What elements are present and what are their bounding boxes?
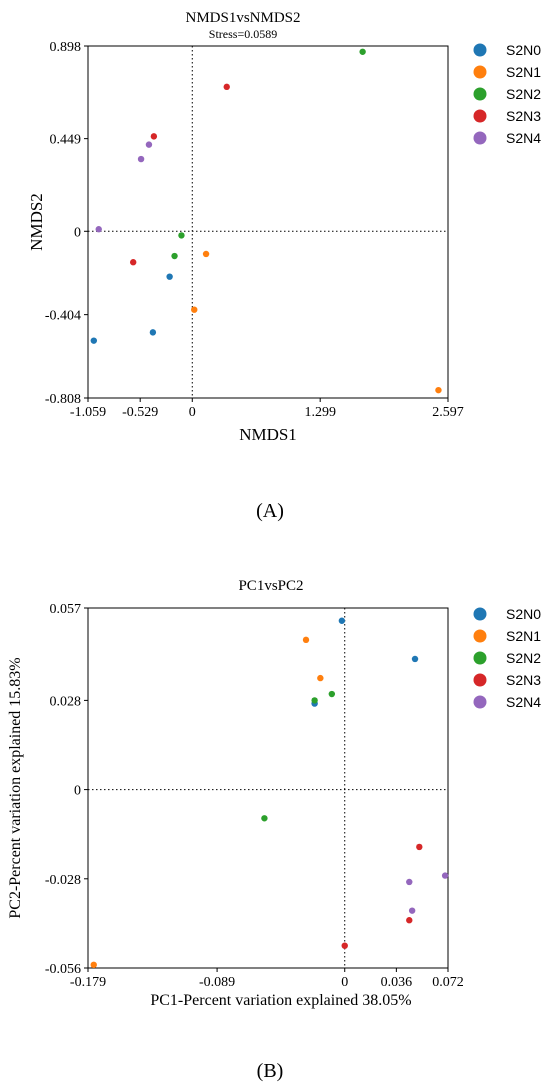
chart-b-legend-marker-s2n2 — [473, 651, 487, 665]
chart-b-x-tick-label: -0.089 — [199, 975, 235, 990]
chart-b-y-tick-label: -0.056 — [45, 962, 81, 977]
chart-a-point-s2n0 — [149, 329, 157, 336]
chart-a-point-s2n1 — [435, 386, 442, 394]
chart-a-point-s2n1 — [191, 306, 198, 313]
chart-b-point-s2n1 — [302, 636, 310, 644]
chart-a-legend-marker-s2n1 — [473, 65, 487, 79]
chart-a-subtitle: Stress=0.0589 — [209, 27, 277, 41]
chart-b-points — [90, 617, 449, 969]
chart-a-title: NMDS1vsNMDS2 — [185, 10, 300, 26]
chart-b-point-s2n1 — [90, 961, 97, 969]
chart-b-point-s2n3 — [416, 843, 423, 851]
chart-a-legend-label-s2n3: S2N3 — [506, 108, 541, 124]
chart-b-legend-label-s2n0: S2N0 — [506, 606, 541, 622]
chart-b-title: PC1vsPC2 — [238, 578, 303, 594]
chart-b-point-s2n0 — [411, 655, 419, 663]
chart-a-y-tick-label: -0.808 — [45, 392, 81, 407]
chart-b-y-ticks: -0.056 -0.028 0 0.028 0.057 — [45, 602, 88, 977]
chart-a-point-s2n3 — [150, 133, 158, 140]
chart-b-legend-label-s2n3: S2N3 — [506, 672, 541, 688]
chart-b-point-s2n2 — [328, 690, 336, 698]
chart-a-y-tick-label: 0.449 — [50, 133, 82, 148]
chart-b-x-tick-label: 0.072 — [432, 975, 464, 990]
chart-a-points — [90, 48, 442, 394]
chart-b-plot-frame — [87, 607, 449, 969]
chart-b-legend-label-s2n4: S2N4 — [506, 694, 541, 710]
chart-a-y-tick-label: -0.404 — [45, 309, 81, 324]
chart-b-point-s2n4 — [406, 878, 413, 886]
chart-a-point-s2n3 — [223, 83, 230, 91]
chart-a-legend-marker-s2n2 — [473, 87, 487, 101]
chart-a-point-s2n2 — [359, 48, 366, 55]
chart-a-x-tick-label: 0 — [189, 405, 196, 420]
chart-a-legend-marker-s2n0 — [473, 43, 487, 57]
chart-b-x-tick-label: 0.036 — [381, 975, 413, 990]
chart-a-point-s2n4 — [145, 141, 153, 148]
pca-chart: PC1vsPC2 -0.179 -0.089 0 0.036 0.072 -0.056-… — [7, 578, 541, 1009]
chart-a-point-s2n3 — [129, 259, 137, 266]
chart-b-legend-marker-s2n0 — [473, 607, 487, 621]
chart-a-y-tick-label: 0 — [74, 225, 81, 240]
chart-b-point-s2n1 — [317, 674, 324, 682]
chart-b-legend-marker-s2n4 — [473, 695, 487, 709]
chart-a-x-ticks: -1.059 -0.529 0 1.299 2.597 — [70, 398, 464, 420]
chart-b-x-tick-label: -0.179 — [70, 975, 106, 990]
chart-a-legend-label-s2n0: S2N0 — [506, 42, 541, 58]
chart-b-legend-label-s2n2: S2N2 — [506, 650, 541, 666]
chart-b-y-tick-label: -0.028 — [45, 873, 81, 888]
chart-b-y-tick-label: 0.057 — [50, 602, 82, 617]
chart-b-point-s2n3 — [406, 917, 413, 924]
chart-a-x-tick-label: -0.529 — [122, 405, 158, 420]
chart-a-point-s2n0 — [166, 273, 173, 280]
panel-label-b: (B) — [257, 1060, 284, 1082]
chart-a-point-s2n2 — [178, 232, 185, 239]
chart-a-y-ticks: -0.808 -0.404 0 0.449 0.898 — [45, 40, 88, 407]
chart-b-point-s2n4 — [441, 872, 449, 879]
chart-a-x-tick-label: -1.059 — [70, 405, 106, 420]
chart-a-legend-label-s2n2: S2N2 — [506, 86, 541, 102]
chart-a-point-s2n4 — [137, 155, 145, 163]
chart-b-y-axis-label: PC2-Percent variation explained 15.83% — [7, 657, 24, 918]
chart-a-plot-frame — [87, 45, 449, 399]
chart-b-legend: S2N0 S2N1 S2N2 S2N3 S2N4 — [473, 606, 541, 710]
chart-a-y-tick-label: 0.898 — [50, 40, 82, 55]
chart-b-point-s2n3 — [341, 942, 348, 949]
chart-b-legend-label-s2n1: S2N1 — [506, 628, 541, 644]
chart-b-x-tick-label: 0 — [341, 975, 348, 990]
chart-a-legend-label-s2n4: S2N4 — [506, 130, 541, 146]
chart-b-y-tick-label: 0.028 — [50, 694, 82, 709]
chart-a-x-axis-label: NMDS1 — [239, 425, 297, 444]
chart-a-y-axis-label: NMDS2 — [27, 193, 46, 251]
chart-a-point-s2n4 — [95, 226, 102, 233]
chart-b-point-s2n2 — [311, 697, 318, 704]
chart-a-point-s2n0 — [90, 337, 98, 344]
chart-b-point-s2n2 — [261, 815, 268, 822]
chart-b-point-s2n0 — [338, 617, 346, 624]
chart-b-x-axis-label: PC1-Percent variation explained 38.05% — [150, 992, 411, 1009]
chart-b-point-s2n4 — [408, 907, 416, 914]
panel-label-a: (A) — [256, 500, 284, 522]
chart-a-legend-marker-s2n3 — [473, 109, 487, 123]
chart-a-point-s2n1 — [202, 250, 210, 258]
chart-b-legend-marker-s2n1 — [473, 629, 487, 643]
chart-a-legend: S2N0 S2N1 S2N2 S2N3 S2N4 — [473, 42, 541, 146]
nmds-chart: NMDS1vsNMDS2 Stress=0.0589 -1.059 -0.529 0… — [27, 10, 541, 444]
chart-b-y-tick-label: 0 — [74, 784, 81, 799]
chart-a-x-tick-label: 2.597 — [432, 405, 464, 420]
chart-a-legend-marker-s2n4 — [473, 131, 487, 145]
chart-a-x-tick-label: 1.299 — [304, 405, 336, 420]
chart-b-legend-marker-s2n3 — [473, 673, 487, 687]
chart-a-point-s2n2 — [171, 252, 178, 260]
chart-a-legend-label-s2n1: S2N1 — [506, 64, 541, 80]
chart-b-x-ticks: -0.179 -0.089 0 0.036 0.072 — [70, 968, 464, 990]
